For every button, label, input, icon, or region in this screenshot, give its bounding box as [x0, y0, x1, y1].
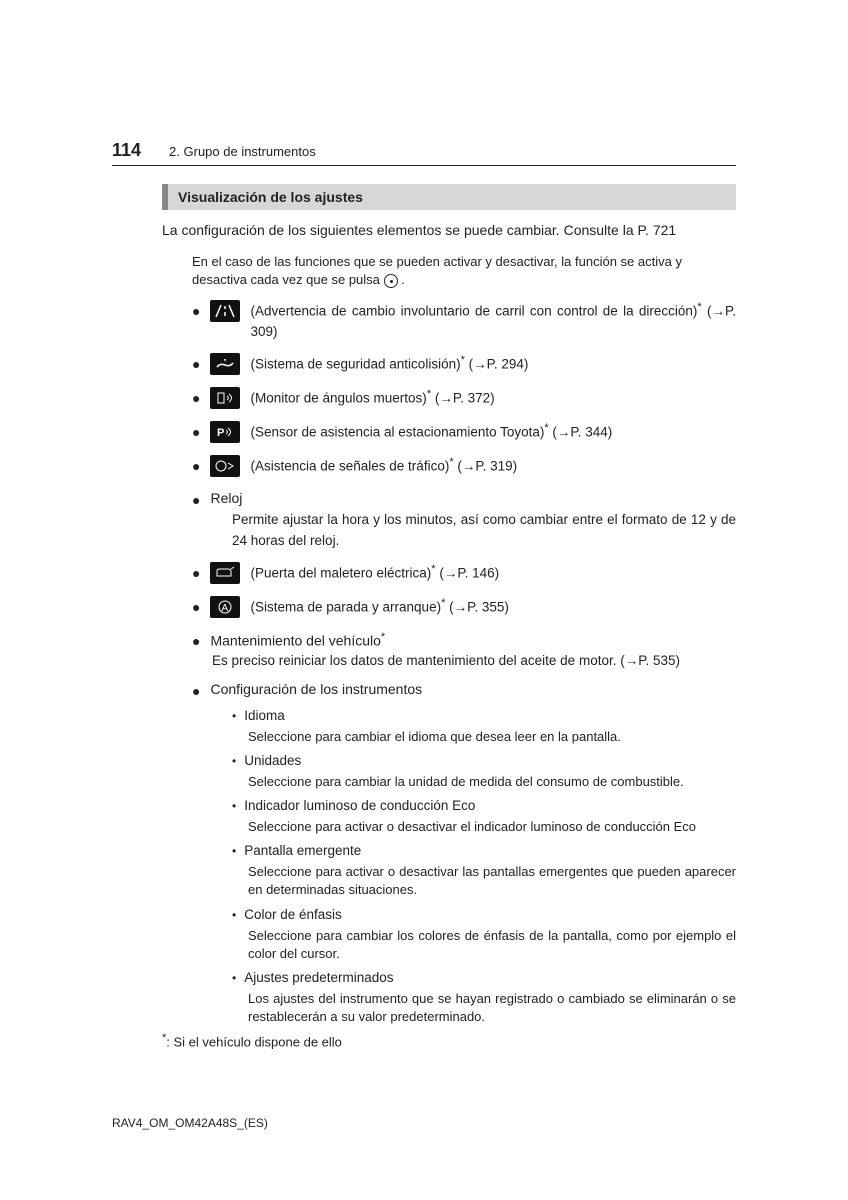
section-title: Visualización de los ajustes [162, 184, 736, 210]
sub-desc: Seleccione para cambiar la unidad de med… [248, 773, 736, 791]
note-suffix: . [398, 272, 405, 287]
bullet-icon: ● [192, 488, 200, 512]
page-container: 114 2. Grupo de instrumentos Visualizaci… [0, 0, 848, 1049]
bullet-icon: ● [192, 595, 200, 619]
stop-start-icon: A [210, 596, 240, 618]
clock-desc: Permite ajustar la hora y los minutos, a… [232, 510, 736, 551]
sub-desc: Seleccione para cambiar el idioma que de… [248, 728, 736, 746]
setting-item: ● (Asistencia de señales de tráfico)* (→… [192, 454, 736, 478]
setting-desc: (Sistema de parada y arranque)* (→P. 355… [250, 595, 736, 618]
footnote: *: Si el vehículo dispone de ello [162, 1032, 736, 1049]
sub-item: •Unidades [232, 752, 736, 771]
sub-item: •Color de énfasis [232, 906, 736, 925]
setting-desc: (Monitor de ángulos muertos)* (→P. 372) [250, 386, 736, 409]
bullet-icon: ● [192, 629, 200, 653]
bullet-icon: ● [192, 454, 200, 478]
setting-desc: (Sensor de asistencia al estacionamiento… [250, 420, 736, 443]
intro-text: La configuración de los siguientes eleme… [162, 220, 736, 241]
pre-collision-icon [210, 353, 240, 375]
chapter-title: 2. Grupo de instrumentos [169, 144, 316, 159]
sub-title: Color de énfasis [244, 906, 342, 925]
sub-title: Indicador luminoso de conducción Eco [244, 797, 475, 816]
bullet-icon: ● [192, 420, 200, 444]
setting-desc: (Asistencia de señales de tráfico)* (→P.… [250, 454, 736, 477]
setting-desc: (Puerta del maletero eléctrica)* (→P. 14… [250, 561, 736, 584]
setting-item: ● (Sistema de seguridad anticolisión)* (… [192, 352, 736, 376]
page-header: 114 2. Grupo de instrumentos [112, 140, 736, 166]
maintenance-item: ● Mantenimiento del vehículo* [192, 629, 736, 653]
toggle-note: En el caso de las funciones que se puede… [192, 253, 736, 289]
maintenance-label: Mantenimiento del vehículo* [210, 629, 736, 652]
bullet-icon: ● [192, 352, 200, 376]
setting-item: ● P (Sensor de asistencia al estacionami… [192, 420, 736, 444]
sub-desc: Seleccione para activar o desactivar las… [248, 863, 736, 899]
sub-item: •Indicador luminoso de conducción Eco [232, 797, 736, 816]
page-number: 114 [112, 140, 141, 161]
sub-title: Ajustes predeterminados [244, 969, 393, 988]
sub-item: • Idioma [232, 707, 736, 726]
parking-assist-icon: P [210, 421, 240, 443]
maintenance-desc: Es preciso reiniciar los datos de manten… [212, 651, 736, 671]
clock-item: ● Reloj [192, 488, 736, 512]
sub-desc: Seleccione para cambiar los colores de é… [248, 927, 736, 963]
settings-list-2: ● (Puerta del maletero eléctrica)* (→P. … [192, 561, 736, 619]
note-text: En el caso de las funciones que se puede… [192, 254, 682, 287]
bsm-icon [210, 387, 240, 409]
sub-desc: Los ajustes del instrumento que se hayan… [248, 990, 736, 1026]
config-sublist: • Idioma [232, 707, 736, 726]
sub-title: Pantalla emergente [244, 842, 361, 861]
sub-item: •Ajustes predeterminados [232, 969, 736, 988]
bullet-icon: ● [192, 679, 200, 703]
bullet-icon: ● [192, 386, 200, 410]
ok-button-icon [384, 274, 398, 288]
power-back-door-icon [210, 562, 240, 584]
setting-item: ● A (Sistema de parada y arranque)* (→P.… [192, 595, 736, 619]
document-code: RAV4_OM_OM42A48S_(ES) [112, 1116, 268, 1130]
clock-label: Reloj [210, 488, 736, 509]
sub-title: Idioma [244, 707, 285, 726]
bullet-icon: ● [192, 299, 200, 323]
setting-item: ● (Monitor de ángulos muertos)* (→P. 372… [192, 386, 736, 410]
setting-item: ● (Puerta del maletero eléctrica)* (→P. … [192, 561, 736, 585]
setting-desc: (Advertencia de cambio involuntario de c… [250, 299, 736, 342]
setting-item: ● (Advertencia de cambio involuntario de… [192, 299, 736, 342]
sub-title: Unidades [244, 752, 301, 771]
config-label: Configuración de los instrumentos [210, 679, 736, 700]
svg-text:P: P [217, 427, 224, 439]
settings-list: ● (Advertencia de cambio involuntario de… [192, 299, 736, 478]
sub-item: •Pantalla emergente [232, 842, 736, 861]
instrument-config-item: ● Configuración de los instrumentos [192, 679, 736, 703]
bullet-icon: ● [192, 561, 200, 585]
sub-bullet: • [232, 707, 236, 725]
sub-desc: Seleccione para activar o desactivar el … [248, 818, 736, 836]
svg-text:A: A [222, 603, 229, 614]
road-sign-assist-icon [210, 455, 240, 477]
lane-departure-icon [210, 300, 240, 322]
setting-desc: (Sistema de seguridad anticolisión)* (→P… [250, 352, 736, 375]
